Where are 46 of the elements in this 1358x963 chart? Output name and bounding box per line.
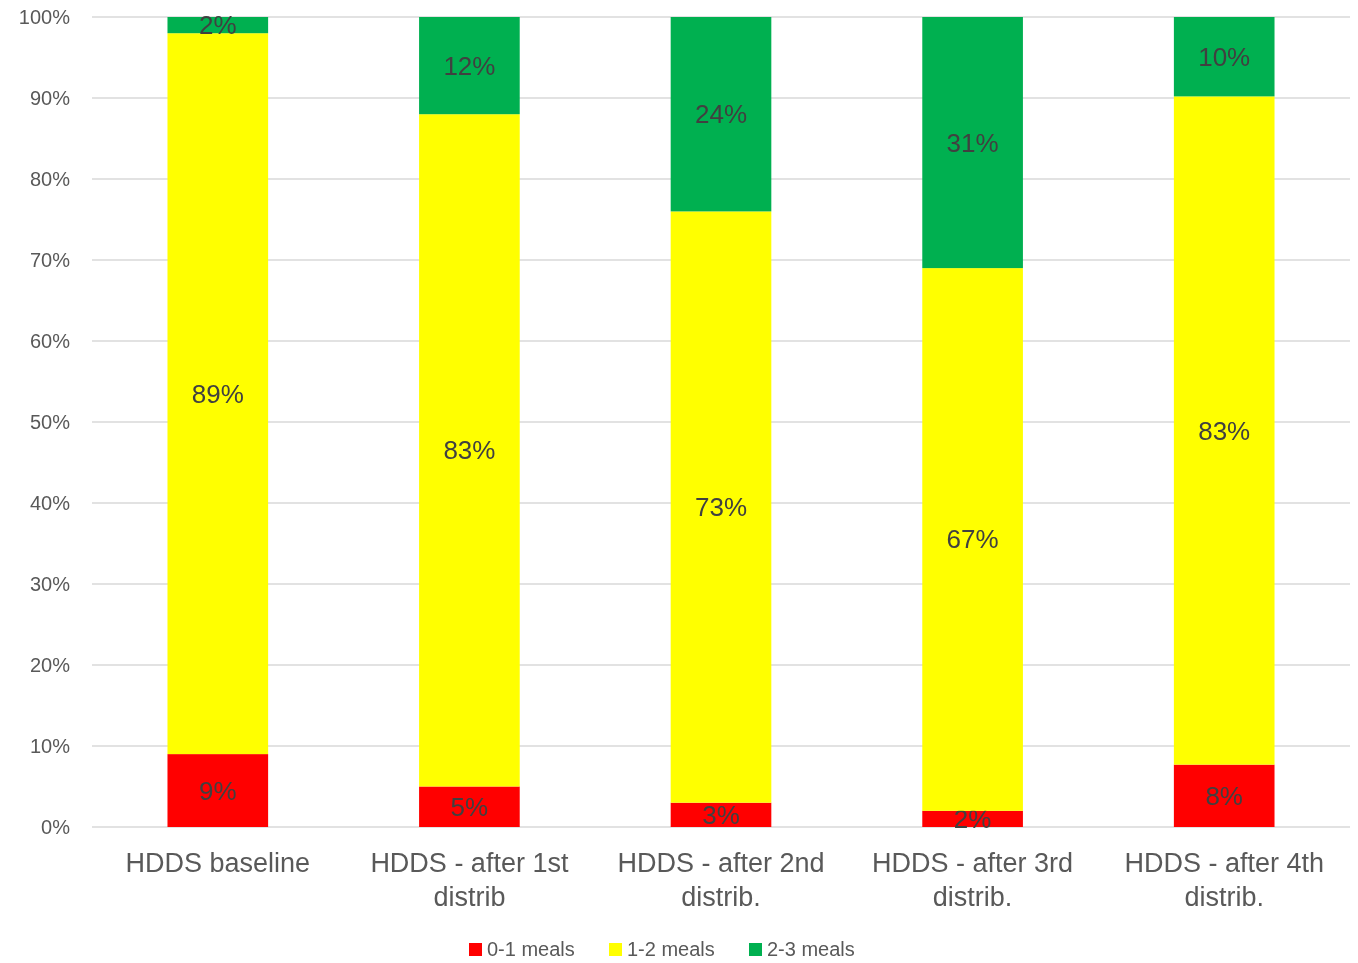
data-label: 83% <box>443 435 496 466</box>
data-label: 24% <box>694 99 748 130</box>
x-tick-label: HDDS - after 3rd distrib. <box>872 848 1074 912</box>
y-tick-label: 70% <box>29 249 71 271</box>
data-label: 5% <box>450 791 489 822</box>
y-tick-label: 90% <box>29 87 71 109</box>
legend-label: 2-3 meals <box>767 938 855 960</box>
data-label: 3% <box>702 799 740 830</box>
data-label: 31% <box>946 127 999 158</box>
legend-label: 0-1 meals <box>487 938 575 960</box>
x-tick-label: HDDS - after 1st distrib <box>370 848 569 912</box>
bar <box>419 114 520 787</box>
y-tick-label: 0% <box>41 816 71 838</box>
data-label: 9% <box>199 775 237 806</box>
bar <box>419 786 520 827</box>
data-label: 73% <box>694 492 748 523</box>
bar <box>670 211 772 803</box>
y-tick-label: 80% <box>29 168 71 190</box>
data-label: 10% <box>1198 41 1251 72</box>
bar <box>1173 96 1275 765</box>
bar <box>167 754 269 827</box>
y-tick-label: 50% <box>29 411 71 433</box>
bar <box>922 17 1023 269</box>
data-label: 83% <box>1198 415 1251 446</box>
y-tick-label: 20% <box>29 654 71 676</box>
y-tick-label: 100% <box>18 6 71 28</box>
data-label: 89% <box>191 378 244 409</box>
bar <box>1173 17 1275 97</box>
data-label: 8% <box>1205 780 1243 811</box>
data-label: 67% <box>946 524 999 555</box>
x-tick-label: HDDS - after 2nd distrib. <box>617 848 825 912</box>
bar <box>922 268 1023 811</box>
bar <box>167 33 269 755</box>
bar <box>1173 764 1275 827</box>
bar <box>419 17 520 115</box>
y-tick-label: 10% <box>29 735 71 757</box>
x-tick-label: HDDS - after 4th distrib. <box>1124 848 1324 912</box>
data-label: 2% <box>953 803 992 834</box>
data-label: 2% <box>199 10 237 41</box>
data-label: 12% <box>443 50 496 81</box>
x-tick-label: HDDS baseline <box>125 848 311 878</box>
y-tick-label: 60% <box>29 330 71 352</box>
legend-label: 1-2 meals <box>627 938 715 960</box>
bar <box>670 17 772 212</box>
y-tick-label: 40% <box>29 492 71 514</box>
y-tick-label: 30% <box>29 573 71 595</box>
